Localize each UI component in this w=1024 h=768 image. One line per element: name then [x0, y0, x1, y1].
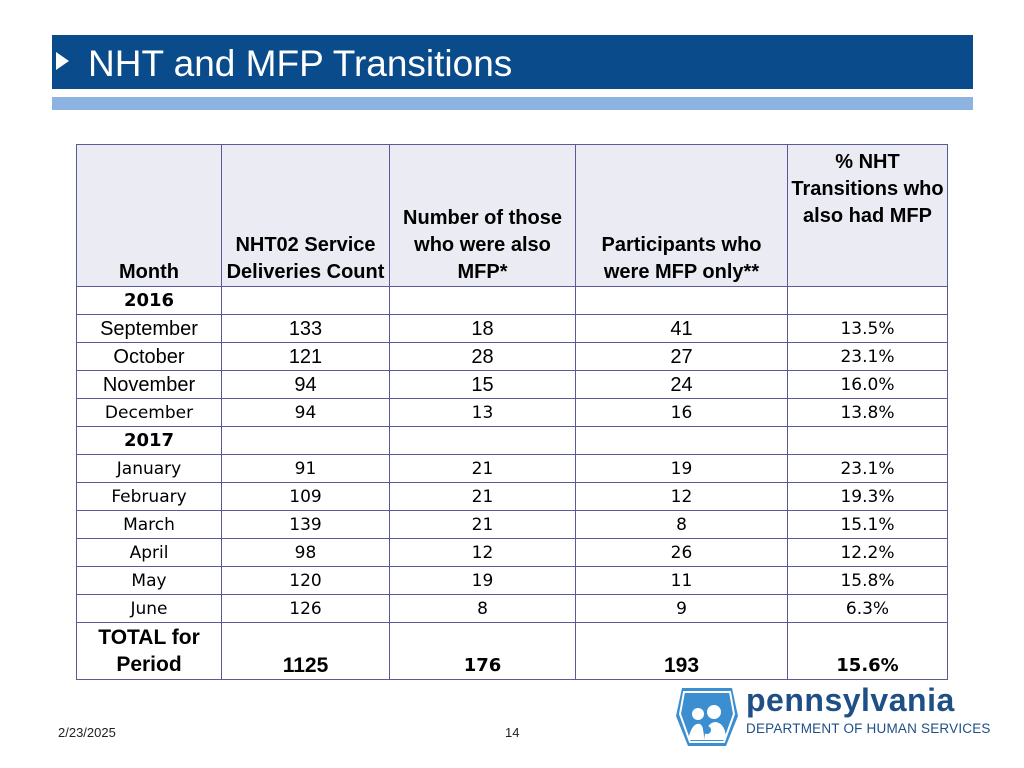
pct-cell: 19.3% [787, 482, 948, 511]
total-pct: 15.6% [787, 622, 948, 680]
table-row: June 126 8 9 6.3% [76, 594, 948, 623]
header-also-mfp: Number of those who were also MFP* [389, 144, 576, 287]
month-cell: September [76, 314, 222, 343]
header-nht02: NHT02 Service Deliveries Count [221, 144, 390, 287]
mfp-only-cell: 11 [575, 566, 788, 595]
mfp-only-cell: 9 [575, 594, 788, 623]
month-cell: May [76, 566, 222, 595]
nht02-cell: 121 [221, 342, 390, 371]
mfp-only-cell: 16 [575, 398, 788, 427]
month-cell: November [76, 370, 222, 399]
nht02-cell: 139 [221, 510, 390, 539]
table-row: February 109 21 12 19.3% [76, 482, 948, 511]
month-cell: December [76, 398, 222, 427]
pct-cell: 15.1% [787, 510, 948, 539]
year-label: 2017 [76, 426, 222, 455]
also-mfp-cell: 18 [389, 314, 576, 343]
table-row: March 139 21 8 15.1% [76, 510, 948, 539]
also-mfp-cell: 13 [389, 398, 576, 427]
nht02-cell: 94 [221, 370, 390, 399]
total-nht02: 1125 [221, 622, 390, 680]
total-mfp-only: 193 [575, 622, 788, 680]
month-cell: March [76, 510, 222, 539]
header-pct: % NHT Transitions who also had MFP [787, 144, 948, 287]
nht02-cell: 94 [221, 398, 390, 427]
slide-date: 2/23/2025 [58, 725, 116, 740]
month-cell: June [76, 594, 222, 623]
mfp-only-cell: 41 [575, 314, 788, 343]
keystone-family-icon [676, 688, 738, 746]
mfp-only-cell: 27 [575, 342, 788, 371]
also-mfp-cell: 15 [389, 370, 576, 399]
table-row: November 94 15 24 16.0% [76, 370, 948, 399]
also-mfp-cell: 21 [389, 510, 576, 539]
transitions-table: Month NHT02 Service Deliveries Count Num… [76, 144, 948, 680]
page-number: 14 [505, 725, 520, 740]
year-row-2016: 2016 [76, 286, 948, 315]
total-also-mfp: 176 [389, 622, 576, 680]
table-row: January 91 21 19 23.1% [76, 454, 948, 483]
total-label: TOTAL for Period [76, 622, 222, 680]
pct-cell: 12.2% [787, 538, 948, 567]
also-mfp-cell: 12 [389, 538, 576, 567]
table-row: April 98 12 26 12.2% [76, 538, 948, 567]
year-label: 2016 [76, 286, 222, 315]
slide-title: NHT and MFP Transitions [88, 43, 513, 84]
table-row: May 120 19 11 15.8% [76, 566, 948, 595]
pct-cell: 6.3% [787, 594, 948, 623]
pct-cell: 13.8% [787, 398, 948, 427]
also-mfp-cell: 28 [389, 342, 576, 371]
title-stripe [52, 97, 973, 110]
nht02-cell: 120 [221, 566, 390, 595]
year-row-2017: 2017 [76, 426, 948, 455]
pct-cell: 15.8% [787, 566, 948, 595]
pennsylvania-dhs-logo: pennsylvania DEPARTMENT OF HUMAN SERVICE… [672, 682, 990, 748]
pct-cell: 16.0% [787, 370, 948, 399]
also-mfp-cell: 19 [389, 566, 576, 595]
mfp-only-cell: 26 [575, 538, 788, 567]
header-month: Month [76, 144, 222, 287]
also-mfp-cell: 21 [389, 482, 576, 511]
table-row: September 133 18 41 13.5% [76, 314, 948, 343]
pct-cell: 23.1% [787, 454, 948, 483]
mfp-only-cell: 19 [575, 454, 788, 483]
mfp-only-cell: 12 [575, 482, 788, 511]
nht02-cell: 133 [221, 314, 390, 343]
nht02-cell: 91 [221, 454, 390, 483]
total-row: TOTAL for Period 1125 176 193 15.6% [76, 622, 948, 680]
month-cell: January [76, 454, 222, 483]
title-bar [52, 35, 973, 89]
nht02-cell: 109 [221, 482, 390, 511]
mfp-only-cell: 8 [575, 510, 788, 539]
nht02-cell: 126 [221, 594, 390, 623]
mfp-only-cell: 24 [575, 370, 788, 399]
title-arrow-icon [56, 52, 69, 70]
table-row: December 94 13 16 13.8% [76, 398, 948, 427]
logo-department: DEPARTMENT OF HUMAN SERVICES [746, 721, 991, 736]
month-cell: April [76, 538, 222, 567]
month-cell: October [76, 342, 222, 371]
pct-cell: 23.1% [787, 342, 948, 371]
header-mfp-only: Participants who were MFP only** [575, 144, 788, 287]
logo-name: pennsylvania [746, 682, 955, 718]
table-row: October 121 28 27 23.1% [76, 342, 948, 371]
also-mfp-cell: 8 [389, 594, 576, 623]
table-header-row: Month NHT02 Service Deliveries Count Num… [76, 144, 948, 287]
pct-cell: 13.5% [787, 314, 948, 343]
month-cell: February [76, 482, 222, 511]
also-mfp-cell: 21 [389, 454, 576, 483]
nht02-cell: 98 [221, 538, 390, 567]
